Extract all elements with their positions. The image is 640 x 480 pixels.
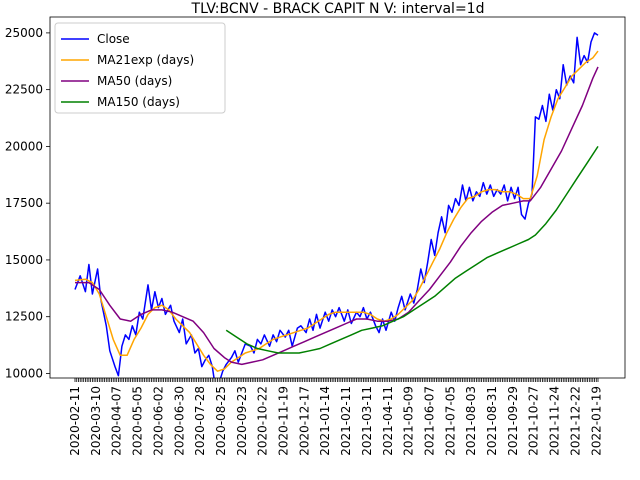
x-tick-label-3: 2020-05-05 (131, 386, 145, 456)
y-tick-label-0: 10000 (5, 366, 43, 380)
x-tick-label-9: 2020-10-22 (256, 386, 270, 456)
series-line-1 (74, 50, 599, 372)
x-tick-label-6: 2020-07-28 (193, 386, 207, 456)
y-tick-label-1: 12500 (5, 310, 43, 324)
series-line-3 (225, 145, 599, 354)
x-tick-label-15: 2021-04-11 (381, 386, 395, 456)
x-axis: 2020-02-11 2020-03-10 2020-04-07 2020-05-05… (68, 378, 603, 456)
x-tick-label-20: 2021-08-31 (485, 386, 499, 456)
x-tick-label-11: 2020-12-17 (297, 386, 311, 456)
legend-box (54, 22, 226, 114)
x-tick-label-16: 2021-05-09 (402, 386, 416, 456)
legend-label-0: Close (97, 32, 130, 46)
x-tick-label-14: 2021-03-11 (360, 386, 374, 456)
x-tick-label-5: 2020-06-30 (172, 386, 186, 456)
legend: Close MA21exp (days) MA50 (days) MA150 (day… (54, 22, 226, 114)
legend-label-1: MA21exp (days) (97, 53, 194, 67)
x-tick-label-4: 2020-06-02 (151, 386, 165, 456)
y-tick-label-5: 22500 (5, 83, 43, 97)
x-tick-label-13: 2021-02-11 (339, 386, 353, 456)
x-tick-label-22: 2021-10-27 (527, 386, 541, 456)
x-tick-label-12: 2021-01-14 (318, 386, 332, 456)
x-tick-label-10: 2020-11-19 (277, 386, 291, 456)
x-tick-label-23: 2021-11-24 (548, 386, 562, 456)
x-tick-label-0: 2020-02-11 (68, 386, 82, 456)
series-line-2 (75, 66, 599, 366)
legend-label-3: MA150 (days) (97, 95, 180, 109)
y-tick-label-2: 15000 (5, 253, 43, 267)
x-tick-label-8: 2020-09-23 (235, 386, 249, 456)
chart-title: TLV:BCNV - BRACK CAPIT N V: interval=1d (191, 1, 485, 17)
x-tick-label-24: 2021-12-22 (568, 386, 582, 456)
x-tick-label-21: 2021-09-29 (506, 386, 520, 456)
y-tick-label-6: 25000 (5, 26, 43, 40)
x-tick-label-2: 2020-04-07 (110, 386, 124, 456)
y-tick-label-4: 20000 (5, 139, 43, 153)
y-axis: 10000 12500 15000 17500 20000 22500 25000 (5, 26, 50, 380)
x-tick-label-19: 2021-08-03 (464, 386, 478, 456)
x-tick-label-1: 2020-03-10 (89, 386, 103, 456)
x-tick-label-18: 2021-07-05 (443, 386, 457, 456)
x-tick-label-17: 2021-06-07 (422, 386, 436, 456)
y-tick-label-3: 17500 (5, 196, 43, 210)
x-tick-label-7: 2020-08-25 (214, 386, 228, 456)
legend-label-2: MA50 (days) (97, 74, 172, 88)
x-tick-label-25: 2022-01-19 (589, 386, 603, 456)
